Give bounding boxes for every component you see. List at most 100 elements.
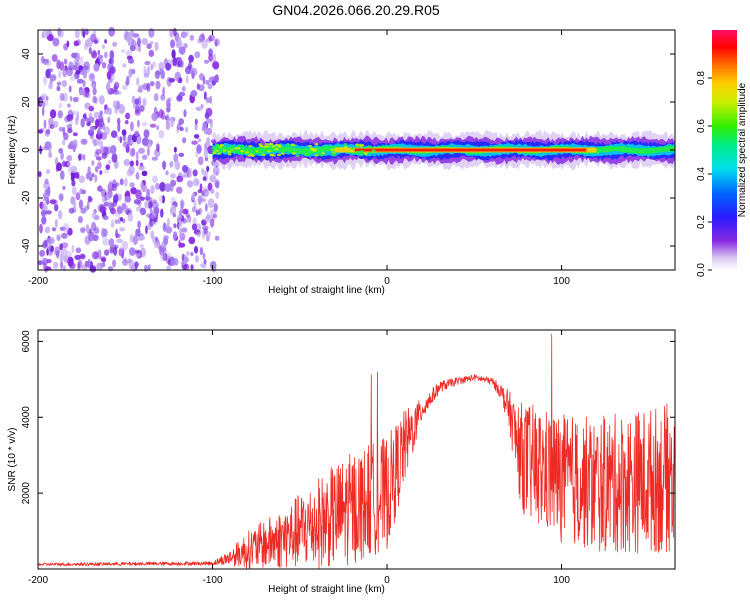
noise-blob [125,120,129,125]
signal-speck [211,147,216,150]
noise-blob [70,175,75,182]
noise-blob [156,125,160,131]
noise-blob [141,137,149,146]
signal-speck [304,153,309,157]
snr-x-tick-label: 0 [384,575,390,586]
noise-blob [159,181,166,192]
noise-blob [212,214,218,219]
noise-blob [165,170,169,176]
noise-blob [84,65,90,74]
signal-speck [264,143,269,146]
noise-blob [121,203,125,211]
noise-blob [112,259,117,268]
noise-blob [107,200,111,208]
noise-blob [116,90,122,95]
signal-speck [258,143,263,146]
noise-blob [120,217,123,222]
signal-speck [293,148,298,151]
noise-blob [61,247,68,256]
noise-blob [143,129,150,139]
noise-blob [69,75,76,81]
noise-blob [212,53,217,62]
signal-speck [318,149,323,152]
signal-speck [271,145,276,148]
noise-blob [54,204,59,212]
noise-blob [83,205,89,211]
noise-blob [131,148,135,156]
noise-blob [176,95,183,102]
noise-blob [150,185,155,195]
noise-blob [146,65,150,76]
noise-blob [120,48,126,53]
noise-blob [134,130,140,137]
signal-speck [219,150,224,153]
signal-speck [261,150,266,154]
noise-blob [119,178,124,186]
noise-blob [87,129,95,136]
colorbar-tick-label: 0.8 [696,71,707,85]
signal-speck [298,148,303,152]
noise-blob [78,154,82,161]
noise-blob [122,63,127,68]
noise-blob [179,48,186,56]
signal-speck [330,146,334,150]
noise-blob [75,172,80,179]
signal-speck [258,149,262,152]
noise-blob [201,190,205,197]
noise-blob [130,187,137,195]
noise-blob [41,205,48,213]
noise-blob [178,242,186,248]
noise-blob [121,129,127,136]
noise-blob [122,141,130,148]
noise-blob [131,95,136,104]
noise-blob [176,72,180,82]
noise-blob [170,259,176,265]
noise-blob [109,145,117,155]
noise-blob [137,119,140,128]
noise-blob [79,55,84,66]
noise-blob [201,219,207,226]
signal-speck [242,147,247,150]
noise-blob [63,58,68,65]
noise-blob [174,160,181,170]
noise-blob [62,126,66,136]
noise-blob [164,58,168,66]
noise-blob [48,83,53,90]
noise-blob [149,139,153,145]
noise-blob [45,129,51,135]
noise-blob [209,218,215,228]
noise-blob [138,96,142,106]
noise-blob [84,235,91,245]
signal-speck [311,148,316,152]
signal-speck [355,143,360,146]
noise-blob [82,114,87,119]
noise-blob [107,116,111,124]
noise-blob [105,164,111,170]
noise-blob [203,216,211,224]
noise-blob [124,195,132,203]
noise-blob [130,121,134,132]
noise-blob [205,79,210,85]
noise-blob [188,54,194,63]
noise-blob [182,208,189,215]
noise-blob [165,98,171,109]
noise-blob [172,57,178,67]
noise-blob [133,198,141,205]
noise-blob [121,85,128,90]
noise-blob [71,113,74,120]
noise-blob [111,58,115,65]
noise-blob [153,241,160,249]
noise-blob [206,165,210,172]
noise-blob [206,212,210,221]
noise-blob [90,126,96,131]
noise-blob [179,233,183,238]
snr-frame [37,329,676,570]
noise-blob [158,195,163,204]
noise-blob [38,260,43,266]
colorbar-tick-label: 0.0 [696,263,707,277]
noise-blob [136,170,140,181]
noise-blob [139,247,146,258]
signal-speck [288,147,293,150]
noise-blob [68,207,75,214]
noise-blob [155,80,161,90]
